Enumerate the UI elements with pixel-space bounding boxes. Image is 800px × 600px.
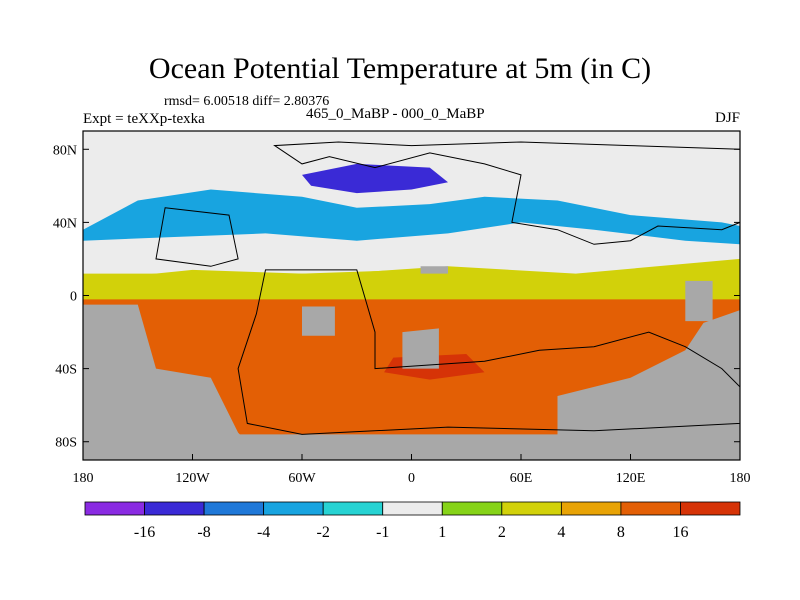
- colorbar-segment: [620, 501, 681, 516]
- outline-northern-continent: [273, 141, 740, 245]
- colorbar-label: -8: [197, 524, 210, 541]
- y-tick-label: 40N: [53, 216, 77, 231]
- colorbar: -16 -8 -4 -2 -1 1 2 4 8 16: [84, 501, 741, 541]
- colorbar-segment: [203, 501, 265, 516]
- land-southeast: [557, 310, 740, 460]
- colorbar-segment: [680, 501, 741, 516]
- x-tick-label: 0: [408, 471, 415, 486]
- ocean-regions: [83, 131, 740, 460]
- x-tick-label: 180: [73, 471, 94, 486]
- y-tick-label: 80S: [55, 436, 77, 451]
- land-north-patch: [420, 266, 448, 274]
- colorbar-segment: [144, 501, 205, 516]
- chart-title: Ocean Potential Temperature at 5m (in C): [148, 52, 652, 85]
- y-tick-label: 0: [70, 290, 77, 305]
- right-subtitle: DJF: [714, 110, 740, 126]
- colorbar-label: 1: [438, 524, 446, 541]
- colorbar-segment: [84, 501, 145, 516]
- ocean-region-north-cold-pool: [302, 163, 448, 194]
- colorbar-segment: [322, 501, 384, 516]
- ocean-region-northern-mid-latitude-belt: [83, 189, 740, 245]
- colorbar-segment: [382, 501, 443, 516]
- left-subtitle: Expt = teXXp-texka: [83, 111, 205, 127]
- outline-southern-continent: [237, 269, 740, 435]
- center-subtitle: 465_0_MaBP - 000_0_MaBP: [306, 106, 485, 122]
- colorbar-label: 8: [617, 524, 625, 541]
- colorbar-label: -2: [317, 524, 330, 541]
- x-tick-label: 120W: [175, 471, 210, 486]
- y-tick-label: 80N: [53, 143, 77, 158]
- colorbar-segment: [560, 501, 622, 516]
- map-plot-area: [83, 131, 740, 460]
- x-tick-label: 120E: [616, 471, 646, 486]
- y-axis: 80N 40N 0 40S 80S: [53, 143, 740, 451]
- land-masses: [83, 266, 740, 460]
- outline-western-block: [155, 207, 239, 267]
- land-west-island: [302, 306, 335, 336]
- colorbar-segment: [263, 501, 324, 516]
- colorbar-label: 2: [498, 524, 506, 541]
- x-tick-label: 180: [730, 471, 751, 486]
- colorbar-label: 16: [672, 524, 688, 541]
- land-east-island: [685, 280, 713, 322]
- x-tick-label: 60E: [510, 471, 533, 486]
- colorbar-label: -1: [376, 524, 389, 541]
- colorbar-label: 4: [557, 524, 565, 541]
- colorbar-label: -4: [257, 524, 270, 541]
- x-tick-label: 60W: [288, 471, 316, 486]
- stats-text: rmsd= 6.00518 diff= 2.80376: [164, 94, 330, 109]
- land-southwest: [83, 304, 266, 460]
- y-tick-label: 40S: [55, 363, 77, 378]
- ocean-region-northern-transition-band: [83, 269, 740, 296]
- x-axis: 180 120W 60W 0 60E 120E 180: [73, 454, 751, 486]
- ocean-region-northern-ice-band: [83, 131, 740, 274]
- continent-outlines: [155, 141, 740, 435]
- colorbar-label: -16: [134, 524, 155, 541]
- land-south-pole: [83, 434, 740, 460]
- land-central-island: [402, 328, 439, 369]
- colorbar-segment: [441, 501, 503, 516]
- colorbar-segment: [501, 501, 562, 516]
